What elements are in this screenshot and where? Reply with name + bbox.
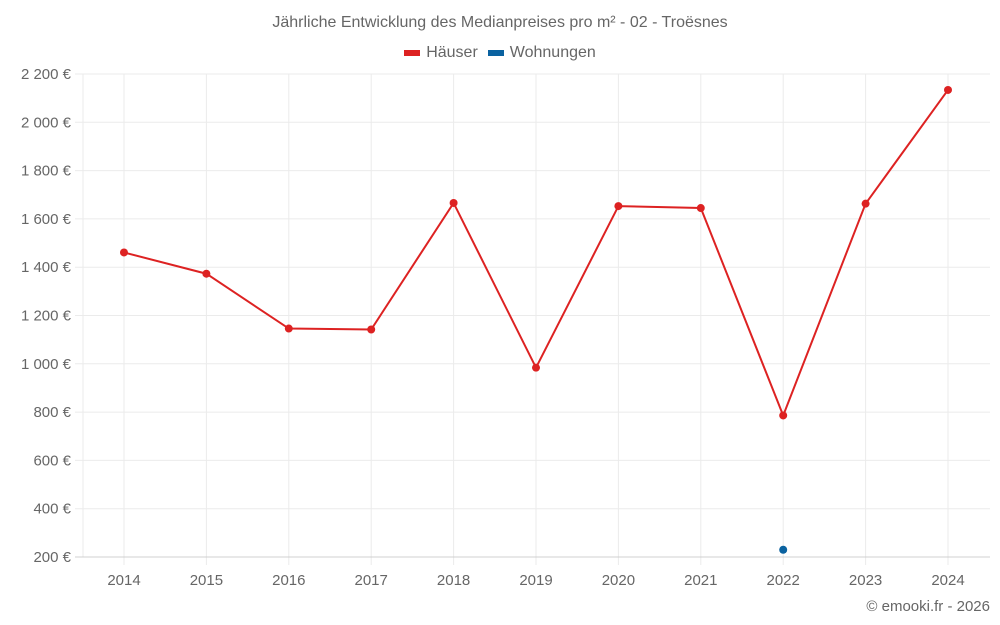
x-axis-tick-label: 2019 <box>519 572 552 589</box>
data-point[interactable] <box>861 199 870 208</box>
x-axis-tick-label: 2016 <box>272 572 305 589</box>
legend-swatch-wohnungen-icon <box>487 50 504 56</box>
chart-legend: Häuser Wohnungen <box>0 44 1000 62</box>
data-point[interactable] <box>284 324 293 333</box>
chart-title: Jährliche Entwicklung des Medianpreises … <box>272 14 728 31</box>
data-point[interactable] <box>202 269 211 278</box>
x-axis-tick-label: 2015 <box>190 572 223 589</box>
data-point[interactable] <box>614 202 623 211</box>
legend-label: Wohnungen <box>509 44 596 61</box>
x-axis-tick-label: 2024 <box>931 572 964 589</box>
data-point[interactable] <box>779 545 788 554</box>
x-axis-tick-label: 2021 <box>684 572 717 589</box>
legend-label: Häuser <box>426 44 478 61</box>
y-axis-tick-label: 600 € <box>33 452 71 469</box>
data-point[interactable] <box>449 198 458 207</box>
legend-item-haeuser[interactable]: Häuser <box>404 44 478 62</box>
x-axis-tick-label: 2018 <box>437 572 470 589</box>
data-point[interactable] <box>367 325 376 334</box>
x-axis-tick-label: 2022 <box>767 572 800 589</box>
y-axis-tick-label: 200 € <box>33 549 71 566</box>
y-axis-tick-label: 1 600 € <box>21 211 72 228</box>
credit-text: © emooki.fr - 2026 <box>866 598 990 615</box>
data-point[interactable] <box>120 248 128 257</box>
y-axis-tick-label: 1 800 € <box>21 163 72 180</box>
legend-item-wohnungen[interactable]: Wohnungen <box>487 44 596 62</box>
x-axis-tick-label: 2023 <box>849 572 882 589</box>
y-axis-tick-label: 1 000 € <box>21 356 72 373</box>
y-axis-tick-label: 2 200 € <box>21 66 72 83</box>
y-axis-tick-label: 1 200 € <box>21 308 72 325</box>
x-axis-tick-label: 2014 <box>107 572 140 589</box>
y-axis-tick-label: 2 000 € <box>21 114 72 131</box>
data-point[interactable] <box>532 363 540 372</box>
legend-swatch-haeuser-icon <box>404 50 421 56</box>
x-axis-tick-label: 2020 <box>602 572 635 589</box>
y-axis-tick-label: 400 € <box>33 501 71 518</box>
y-axis-tick-label: 1 400 € <box>21 259 72 276</box>
data-point[interactable] <box>779 411 788 420</box>
data-point[interactable] <box>944 85 952 94</box>
x-axis-tick-label: 2017 <box>355 572 388 589</box>
data-point[interactable] <box>696 204 705 213</box>
y-axis-tick-label: 800 € <box>33 404 71 421</box>
